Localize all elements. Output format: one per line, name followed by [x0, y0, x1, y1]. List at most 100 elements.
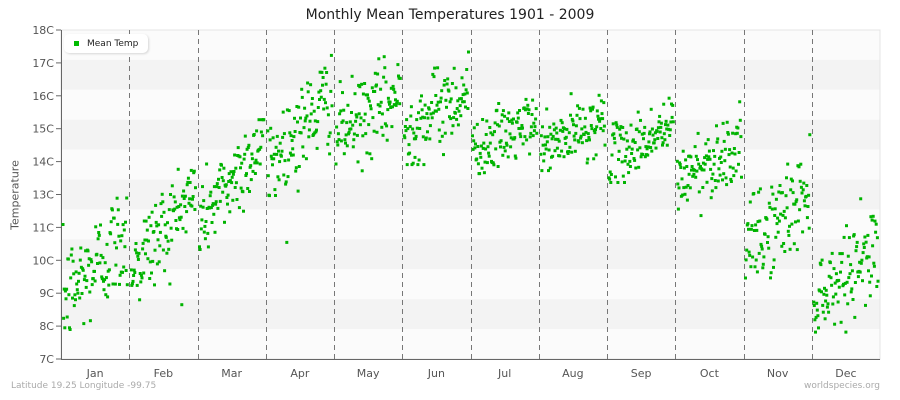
- data-point: [250, 157, 254, 161]
- data-point: [65, 315, 69, 319]
- data-point: [322, 97, 326, 101]
- data-point: [562, 155, 566, 159]
- data-point: [156, 238, 160, 242]
- data-point: [464, 105, 467, 109]
- data-point: [598, 119, 602, 123]
- data-point: [833, 322, 837, 326]
- data-point: [496, 165, 500, 168]
- data-point: [214, 202, 218, 206]
- data-point: [269, 154, 273, 158]
- data-point: [426, 116, 430, 120]
- data-point: [732, 174, 736, 178]
- data-point: [832, 267, 836, 271]
- data-point: [233, 186, 237, 189]
- data-point: [314, 130, 318, 134]
- data-point: [203, 237, 207, 241]
- data-point: [487, 151, 491, 155]
- data-point: [618, 133, 622, 137]
- legend-swatch-icon: [74, 41, 79, 46]
- data-point: [363, 82, 367, 85]
- data-point: [297, 165, 301, 168]
- data-point: [290, 153, 293, 157]
- data-point: [574, 124, 578, 128]
- data-point: [325, 71, 329, 74]
- data-point: [782, 242, 786, 245]
- data-point: [507, 111, 511, 115]
- data-point: [676, 207, 680, 211]
- data-point: [804, 194, 808, 198]
- data-point: [281, 110, 285, 114]
- data-point: [730, 151, 734, 155]
- data-point: [418, 127, 422, 130]
- data-point: [517, 127, 521, 130]
- data-point: [376, 103, 380, 107]
- background-band: [61, 329, 880, 359]
- data-point: [734, 169, 738, 173]
- data-point: [218, 168, 222, 172]
- background-band: [61, 119, 880, 150]
- data-point: [722, 172, 726, 176]
- data-point: [653, 131, 657, 135]
- data-point: [823, 317, 827, 321]
- data-point: [559, 118, 563, 122]
- data-point: [831, 295, 835, 299]
- data-point: [266, 129, 270, 133]
- data-point: [641, 153, 645, 156]
- data-point: [361, 92, 365, 96]
- data-point: [335, 140, 339, 144]
- data-point: [680, 177, 684, 181]
- data-point: [478, 172, 482, 176]
- data-point: [806, 205, 810, 208]
- data-point: [621, 126, 625, 129]
- data-point: [116, 222, 120, 226]
- data-point: [238, 155, 242, 159]
- data-point: [783, 216, 787, 220]
- data-point: [770, 207, 774, 211]
- data-point: [261, 134, 265, 138]
- data-point: [262, 118, 266, 122]
- data-point: [144, 252, 147, 256]
- data-point: [114, 263, 118, 267]
- data-point: [864, 303, 867, 307]
- data-point: [614, 175, 617, 179]
- data-point: [330, 104, 334, 108]
- data-point: [274, 194, 277, 197]
- data-point: [858, 260, 862, 264]
- data-point: [358, 85, 362, 89]
- data-point: [227, 180, 231, 183]
- data-point: [634, 166, 638, 170]
- data-point: [834, 272, 838, 276]
- data-point: [191, 195, 195, 198]
- data-point: [149, 224, 153, 228]
- data-point: [756, 220, 760, 224]
- data-point: [557, 139, 561, 143]
- data-point: [334, 162, 338, 166]
- data-point: [371, 116, 375, 120]
- data-point: [392, 87, 396, 91]
- data-point: [805, 184, 809, 187]
- data-point: [516, 116, 520, 120]
- data-point: [699, 165, 702, 168]
- data-point: [75, 288, 79, 292]
- data-point: [293, 116, 296, 120]
- data-point: [270, 157, 274, 161]
- data-point: [356, 160, 360, 164]
- data-point: [506, 117, 510, 121]
- data-point: [67, 293, 71, 297]
- data-point: [737, 162, 740, 166]
- data-point: [777, 190, 781, 194]
- data-point: [696, 131, 700, 135]
- data-point: [408, 125, 412, 129]
- data-point: [104, 293, 108, 297]
- data-point: [250, 152, 254, 156]
- data-point: [721, 178, 724, 182]
- data-point: [413, 155, 417, 159]
- data-point: [488, 126, 492, 129]
- data-point: [142, 271, 146, 275]
- data-point: [723, 147, 727, 151]
- data-point: [754, 258, 758, 262]
- data-point: [319, 95, 323, 99]
- data-point: [152, 230, 156, 233]
- data-point: [142, 219, 146, 223]
- data-point: [693, 145, 697, 149]
